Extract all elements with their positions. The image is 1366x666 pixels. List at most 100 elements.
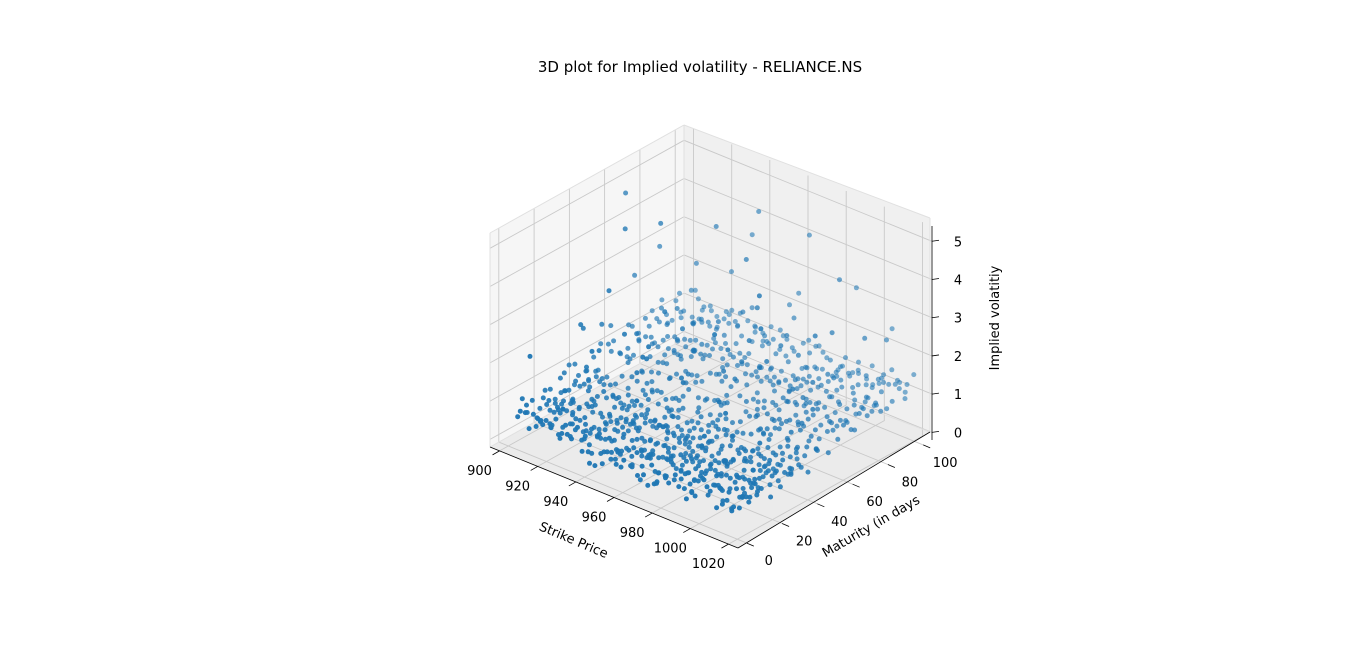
scatter-point [547, 386, 553, 392]
scatter-point [639, 453, 645, 459]
scatter-point [547, 407, 553, 413]
scatter-point [736, 475, 742, 481]
scatter-point [597, 379, 603, 385]
scatter-point [693, 379, 699, 385]
scatter-point [641, 472, 646, 478]
scatter-point [736, 451, 742, 456]
scatter-point [575, 424, 580, 430]
scatter-point [634, 331, 640, 337]
scatter-point [517, 408, 523, 414]
scatter-point [884, 337, 889, 343]
scatter-point [629, 438, 635, 443]
scatter-point [604, 449, 610, 455]
scatter-point [779, 421, 784, 427]
scatter-point [547, 421, 553, 427]
scatter-point [758, 326, 764, 332]
scatter-point [557, 410, 563, 416]
scatter-point [707, 323, 713, 329]
scatter-point [753, 324, 758, 330]
scatter-point [607, 413, 613, 419]
scatter-point [834, 387, 840, 393]
scatter-point [771, 418, 777, 424]
scatter-point [527, 353, 533, 359]
z-tick-3 [931, 316, 940, 319]
scatter-point [834, 423, 840, 429]
scatter-point [649, 369, 654, 375]
scatter-point [869, 363, 875, 369]
scatter-point [764, 359, 770, 364]
scatter-point [703, 448, 709, 454]
scatter-point [756, 462, 762, 468]
scatter-point [726, 320, 732, 326]
scatter-point [540, 395, 546, 401]
scatter-point [782, 470, 788, 475]
scatter-point [608, 348, 614, 354]
scatter-point [604, 374, 610, 380]
scatter-point [825, 371, 831, 377]
scatter-point [662, 309, 668, 315]
scatter-point [555, 404, 560, 410]
scatter-point [677, 440, 683, 445]
scatter-point [576, 373, 581, 378]
scatter-point [689, 490, 695, 496]
scatter-point [648, 451, 654, 457]
scatter-point [529, 397, 535, 403]
scatter-point [691, 348, 697, 354]
scatter-point [715, 471, 721, 477]
scatter-point [793, 446, 799, 452]
scatter-point [808, 433, 814, 439]
scatter-point [582, 415, 588, 421]
scatter-point [713, 224, 719, 229]
scatter-point [773, 351, 779, 357]
scatter-point [707, 370, 713, 376]
scatter-point [689, 456, 695, 462]
scatter-point [668, 459, 674, 465]
scatter-point [716, 460, 722, 466]
scatter-point [712, 467, 718, 473]
scatter-point [622, 226, 628, 232]
scatter-point [878, 389, 884, 395]
scatter-point [804, 365, 810, 371]
scatter-point [560, 406, 566, 412]
scatter-point [627, 421, 633, 427]
scatter-point [777, 327, 783, 333]
scatter-point [671, 348, 677, 353]
scatter-point [723, 472, 729, 478]
scatter-point [902, 396, 908, 402]
scatter-point [634, 436, 640, 442]
scatter-point [671, 433, 677, 439]
scatter-point [863, 382, 869, 388]
scatter-point [815, 406, 821, 412]
scatter-point [652, 417, 658, 423]
scatter-point [739, 333, 745, 339]
scatter-point [655, 359, 661, 365]
scatter-point [708, 466, 714, 472]
scatter-point [773, 468, 779, 474]
scatter-point [776, 426, 782, 432]
scatter-point [601, 382, 607, 388]
scatter-point [791, 315, 797, 321]
scatter-point [608, 456, 614, 462]
scatter-point [658, 389, 664, 395]
scatter-point [561, 398, 566, 404]
chart-title: 3D plot for Implied volatility - RELIANC… [538, 58, 862, 76]
scatter-point [644, 356, 650, 362]
scatter-point [618, 415, 624, 421]
z-tick-label: 2 [954, 350, 962, 365]
scatter-point [644, 411, 650, 417]
z-tick-label: 5 [954, 235, 962, 250]
scatter-point [740, 430, 746, 436]
scatter-point [678, 476, 684, 482]
scatter-point [698, 414, 704, 420]
scatter-point [744, 382, 750, 388]
scatter-point [831, 375, 837, 381]
scatter-point [715, 417, 721, 423]
scatter-point [792, 377, 798, 383]
scatter-point [794, 386, 800, 392]
scatter-point [661, 443, 667, 449]
scatter-point [709, 453, 715, 459]
scatter-point [687, 428, 693, 434]
scatter-point [745, 318, 751, 324]
scatter-point [777, 347, 783, 352]
scatter-point [777, 444, 783, 450]
